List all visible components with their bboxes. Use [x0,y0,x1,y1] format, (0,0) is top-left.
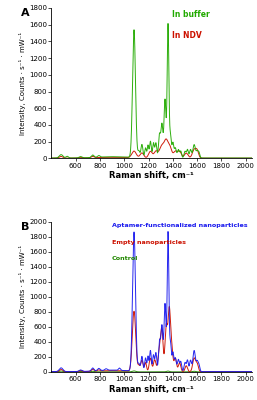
Text: Aptamer-functionalized nanoparticles: Aptamer-functionalized nanoparticles [112,223,247,228]
Text: Empty nanoparticles: Empty nanoparticles [112,240,186,245]
Text: In NDV: In NDV [172,30,201,40]
Text: B: B [21,222,30,232]
X-axis label: Raman shift, cm⁻¹: Raman shift, cm⁻¹ [109,385,194,394]
X-axis label: Raman shift, cm⁻¹: Raman shift, cm⁻¹ [109,171,194,180]
Text: Control: Control [112,256,138,261]
Y-axis label: Intensity, Counts · s⁻¹ · mW⁻¹: Intensity, Counts · s⁻¹ · mW⁻¹ [20,32,26,135]
Text: In buffer: In buffer [172,10,209,18]
Y-axis label: Intensity, Counts · s⁻¹ · mW⁻¹: Intensity, Counts · s⁻¹ · mW⁻¹ [20,245,26,348]
Text: A: A [21,8,30,18]
